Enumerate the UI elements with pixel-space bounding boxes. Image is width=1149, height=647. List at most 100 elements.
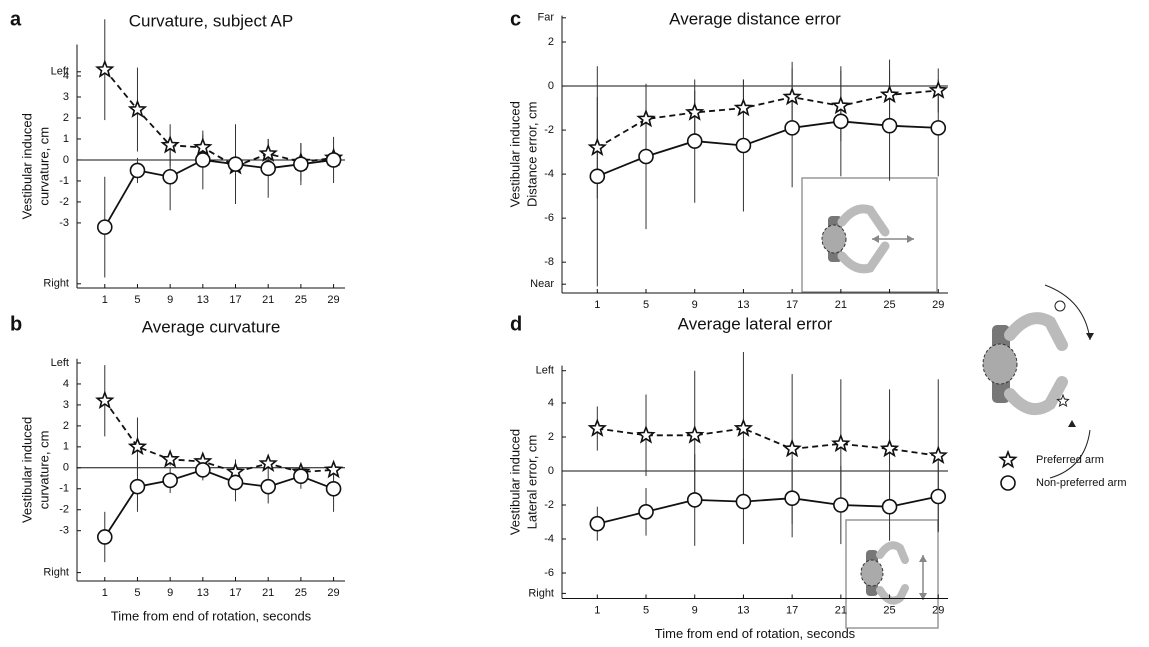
- panel-letter: b: [10, 313, 22, 335]
- point: [96, 219, 113, 235]
- point: [162, 168, 178, 185]
- point: [95, 59, 115, 79]
- x-tick-label: 17: [786, 604, 798, 616]
- point: [881, 498, 898, 515]
- x-tick-label: 21: [835, 299, 847, 311]
- point: [686, 492, 703, 508]
- y-tick-label: Left: [51, 357, 69, 369]
- point: [160, 135, 180, 154]
- x-tick-label: 25: [883, 299, 895, 311]
- y-tick-label: -2: [59, 196, 69, 208]
- point: [831, 95, 851, 115]
- point: [260, 160, 276, 177]
- y-tick-label: Right: [43, 278, 69, 290]
- y-tick-label: Left: [51, 66, 69, 78]
- y-axis-label: curvature, cm: [36, 431, 51, 510]
- point: [831, 433, 851, 453]
- x-tick-label: 9: [692, 604, 698, 616]
- y-axis-label: Lateral error, cm: [524, 435, 539, 530]
- y-tick-label: 1: [63, 133, 69, 145]
- series-line: [597, 495, 939, 525]
- point: [638, 503, 654, 520]
- x-tick-label: 5: [643, 604, 649, 616]
- x-tick-label: 5: [134, 294, 140, 306]
- y-tick-label: 4: [63, 378, 69, 390]
- x-tick-label: 25: [883, 604, 895, 616]
- y-tick-label: 0: [548, 80, 554, 92]
- point: [782, 86, 802, 106]
- x-tick-label: 21: [835, 604, 847, 616]
- point: [260, 478, 276, 495]
- series-line: [597, 427, 939, 457]
- x-tick-label: 5: [134, 587, 140, 599]
- point: [686, 133, 703, 149]
- point: [928, 445, 949, 465]
- series-line: [596, 89, 939, 149]
- point: [227, 474, 244, 491]
- y-tick-label: -3: [59, 525, 69, 537]
- x-tick-label: 29: [932, 299, 944, 311]
- point: [325, 152, 342, 168]
- y-tick-label: 2: [548, 431, 554, 443]
- point: [293, 156, 309, 172]
- point: [589, 515, 606, 532]
- y-tick-label: -8: [544, 256, 554, 268]
- point: [881, 117, 898, 134]
- chart-title: Curvature, subject AP: [129, 11, 293, 30]
- x-tick-label: 9: [167, 294, 173, 306]
- y-tick-label: -4: [544, 533, 554, 545]
- y-tick-label: 3: [63, 399, 69, 411]
- series-line: [596, 120, 939, 178]
- point: [96, 529, 113, 545]
- y-tick-label: Right: [528, 587, 554, 599]
- point: [195, 152, 211, 168]
- point: [928, 80, 949, 99]
- y-tick-label: 3: [63, 91, 69, 103]
- x-tick-label: 25: [295, 587, 307, 599]
- y-tick-label: -3: [59, 217, 69, 229]
- chart-title: Average curvature: [142, 317, 281, 336]
- y-tick-label: -6: [544, 567, 554, 579]
- x-tick-label: 1: [102, 294, 108, 306]
- legend-label: Non-preferred arm: [1036, 477, 1126, 489]
- point: [833, 497, 849, 513]
- point: [129, 162, 146, 179]
- point: [195, 462, 211, 478]
- x-tick-label: 1: [102, 587, 108, 599]
- y-axis-label: Vestibular induced: [507, 429, 522, 535]
- y-tick-label: -2: [544, 499, 554, 511]
- legend-label: Preferred arm: [1036, 454, 1104, 466]
- x-tick-label: 1: [594, 604, 600, 616]
- x-tick-label: 21: [262, 587, 274, 599]
- point: [930, 120, 947, 136]
- point: [879, 84, 900, 104]
- point: [636, 425, 656, 444]
- point: [160, 449, 180, 468]
- point: [323, 459, 344, 479]
- y-tick-label: Far: [538, 12, 555, 24]
- y-tick-label: -1: [59, 483, 69, 495]
- inset-lateral: [845, 519, 939, 629]
- point: [833, 113, 849, 130]
- y-tick-label: 2: [548, 36, 554, 48]
- point: [589, 168, 606, 185]
- y-tick-label: -1: [59, 175, 69, 187]
- x-tick-label: 17: [229, 294, 241, 306]
- rotation-diagram: [982, 284, 1094, 479]
- y-tick-label: 2: [63, 112, 69, 124]
- x-tick-label: 29: [327, 294, 339, 306]
- panel-letter: d: [510, 313, 522, 335]
- point: [193, 137, 213, 156]
- x-tick-label: 13: [197, 587, 209, 599]
- legend-marker: [1000, 475, 1016, 491]
- x-tick-label: 17: [786, 299, 798, 311]
- point: [127, 436, 148, 456]
- chart-title: Average lateral error: [678, 314, 833, 333]
- legend-marker: [998, 449, 1018, 469]
- x-tick-label: 25: [295, 294, 307, 306]
- point: [735, 137, 752, 154]
- point: [293, 468, 309, 484]
- y-tick-label: Left: [536, 365, 554, 377]
- point: [733, 97, 754, 117]
